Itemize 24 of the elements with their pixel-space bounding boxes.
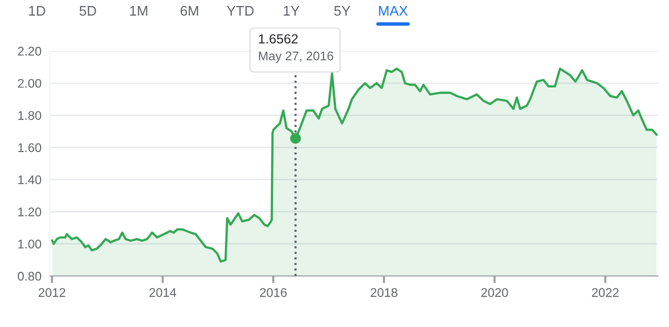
text: 6M bbox=[180, 6, 198, 16]
x-tick-label: 2014 bbox=[149, 288, 176, 297]
y-tick-label: 1.40 bbox=[18, 175, 42, 184]
y-tick-label: 2.20 bbox=[18, 46, 42, 56]
y-tick-label: 1.80 bbox=[18, 111, 42, 120]
y-tick-label: 1.20 bbox=[18, 208, 42, 216]
y-tick-label: 2.00 bbox=[18, 78, 42, 88]
text: 5Y bbox=[334, 6, 350, 16]
x-tick-label: 2020 bbox=[481, 288, 508, 297]
text: 5D bbox=[80, 6, 96, 16]
text: 1Y bbox=[284, 6, 300, 16]
y-tick-label: 1.00 bbox=[18, 240, 42, 249]
text: 1M bbox=[130, 6, 148, 16]
y-tick-label: 0.80 bbox=[18, 272, 42, 281]
x-tick-label: 2018 bbox=[370, 288, 398, 297]
x-tick-label: 2022 bbox=[592, 288, 619, 297]
x-tick-label: 2012 bbox=[38, 288, 66, 297]
text: 1D bbox=[29, 6, 46, 16]
y-tick-label: 1.60 bbox=[18, 143, 42, 152]
annotation: May 27, 2016 bbox=[259, 52, 334, 63]
text: MAX bbox=[379, 6, 408, 16]
text: 1.6562 bbox=[259, 34, 298, 44]
text: YTD bbox=[226, 6, 254, 16]
x-tick-label: 2016 bbox=[260, 288, 287, 297]
